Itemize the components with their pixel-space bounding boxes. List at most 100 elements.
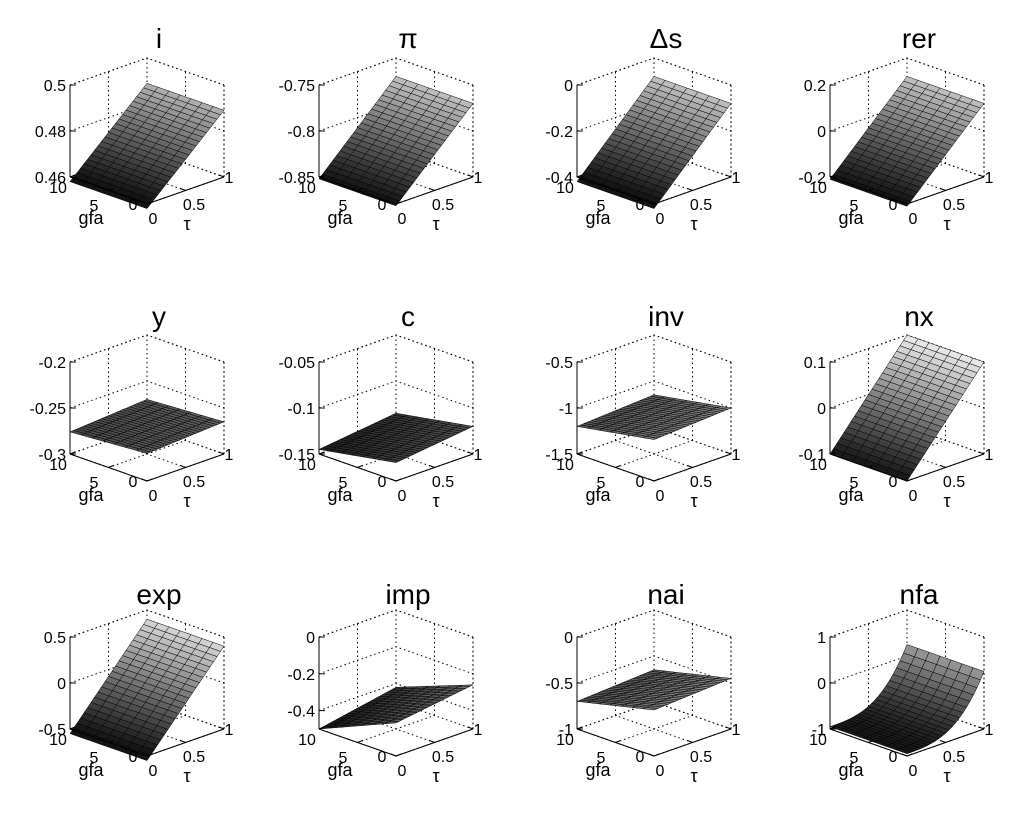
y-tick-label: 0 bbox=[398, 488, 407, 505]
y-tick bbox=[978, 726, 985, 730]
z-tick-label: -0.85 bbox=[279, 170, 316, 187]
grid-line bbox=[318, 57, 474, 86]
surface bbox=[69, 399, 225, 454]
grid-line bbox=[615, 440, 693, 468]
y-tick bbox=[901, 753, 908, 757]
y-tick bbox=[180, 465, 186, 468]
x-tick-label: 0 bbox=[129, 749, 138, 766]
y-tick-label: 0 bbox=[909, 488, 918, 505]
x-tick bbox=[829, 726, 836, 730]
z-tick-label: 0.1 bbox=[804, 355, 826, 372]
y-tick bbox=[940, 188, 946, 191]
y-tick bbox=[218, 726, 225, 730]
z-tick-label: 0 bbox=[564, 78, 573, 95]
y-tick bbox=[180, 188, 186, 191]
x-tick-label: 5 bbox=[597, 475, 606, 492]
x-axis-label: gfa bbox=[838, 760, 864, 780]
x-tick-label: 5 bbox=[90, 750, 99, 767]
chart-title: rer bbox=[902, 23, 936, 54]
y-tick bbox=[467, 174, 474, 178]
x-tick bbox=[395, 753, 402, 757]
y-tick-label: 0.5 bbox=[690, 474, 712, 491]
z-tick-label: -0.25 bbox=[30, 401, 67, 418]
z-tick-label: 0 bbox=[817, 676, 826, 693]
z-tick-label: 0 bbox=[817, 401, 826, 418]
y-tick-label: 1 bbox=[985, 447, 994, 464]
x-tick-label: 10 bbox=[298, 180, 316, 197]
x-tick bbox=[357, 465, 363, 468]
x-axis-label: gfa bbox=[327, 485, 353, 505]
y-tick bbox=[141, 478, 148, 482]
z-tick-label: 0 bbox=[817, 124, 826, 141]
grid-line bbox=[69, 57, 225, 86]
y-tick-label: 0.5 bbox=[432, 749, 454, 766]
subplot-1: -0.85 -0.8 -0.75 0 5 10 0 0.5 1 gfa τ π bbox=[279, 23, 483, 234]
chart-title: i bbox=[156, 23, 162, 54]
y-tick bbox=[648, 753, 655, 757]
y-tick bbox=[648, 201, 655, 205]
x-axis-label: gfa bbox=[78, 485, 104, 505]
grid-line bbox=[576, 57, 732, 86]
y-tick bbox=[940, 465, 946, 468]
x-tick bbox=[395, 478, 402, 482]
y-axis-label: τ bbox=[183, 766, 190, 786]
surface bbox=[829, 644, 985, 754]
y-tick-label: 0.5 bbox=[943, 749, 965, 766]
y-tick-label: 1 bbox=[474, 170, 483, 187]
y-tick bbox=[687, 188, 693, 191]
x-tick-label: 10 bbox=[809, 457, 827, 474]
x-tick-label: 10 bbox=[49, 732, 67, 749]
x-tick bbox=[318, 451, 325, 455]
grid-line bbox=[576, 609, 732, 638]
y-tick bbox=[940, 740, 946, 743]
y-tick bbox=[429, 740, 435, 743]
x-tick-label: 5 bbox=[90, 198, 99, 215]
y-tick bbox=[467, 726, 474, 730]
y-axis-label: τ bbox=[183, 491, 190, 511]
grid-line bbox=[615, 715, 693, 743]
x-axis-label: gfa bbox=[585, 760, 611, 780]
x-tick-label: 10 bbox=[556, 180, 574, 197]
x-tick bbox=[69, 451, 76, 455]
x-tick-label: 10 bbox=[809, 732, 827, 749]
y-axis-label: τ bbox=[432, 766, 439, 786]
x-tick-label: 5 bbox=[597, 198, 606, 215]
y-tick-label: 1 bbox=[732, 722, 741, 739]
x-tick bbox=[357, 188, 363, 191]
x-tick-label: 0 bbox=[129, 474, 138, 491]
x-tick bbox=[395, 201, 402, 205]
x-tick bbox=[108, 465, 114, 468]
y-axis-label: τ bbox=[432, 491, 439, 511]
x-tick bbox=[653, 753, 660, 757]
x-tick bbox=[868, 740, 874, 743]
y-tick bbox=[467, 451, 474, 455]
y-axis-label: τ bbox=[690, 766, 697, 786]
grid-line bbox=[318, 334, 474, 363]
x-tick-label: 0 bbox=[636, 749, 645, 766]
y-tick bbox=[390, 478, 397, 482]
subplot-4: -0.3 -0.25 -0.2 0 5 10 0 0.5 1 gfa τ y bbox=[30, 301, 234, 511]
x-axis-label: gfa bbox=[327, 208, 353, 228]
y-tick-label: 0.5 bbox=[690, 197, 712, 214]
y-tick-label: 0 bbox=[656, 763, 665, 780]
x-tick bbox=[615, 740, 621, 743]
grid-line bbox=[69, 609, 225, 638]
x-tick bbox=[906, 478, 913, 482]
grid-line bbox=[829, 609, 985, 638]
x-tick bbox=[615, 188, 621, 191]
x-tick bbox=[69, 726, 76, 730]
y-axis-label: τ bbox=[943, 766, 950, 786]
chart-title: inv bbox=[648, 301, 684, 332]
surface bbox=[829, 76, 985, 207]
grid-line bbox=[69, 380, 225, 409]
x-tick bbox=[108, 188, 114, 191]
subplot-7: -0.1 0 0.1 0 5 10 0 0.5 1 gfa τ nx bbox=[798, 301, 993, 511]
z-tick-label: 0 bbox=[564, 630, 573, 647]
z-tick-label: -0.5 bbox=[545, 676, 573, 693]
x-axis-label: gfa bbox=[838, 208, 864, 228]
y-axis-label: τ bbox=[183, 214, 190, 234]
y-tick bbox=[180, 740, 186, 743]
z-tick-label: -1 bbox=[559, 401, 573, 418]
z-tick-label: 0.48 bbox=[35, 124, 66, 141]
surface bbox=[576, 669, 732, 711]
